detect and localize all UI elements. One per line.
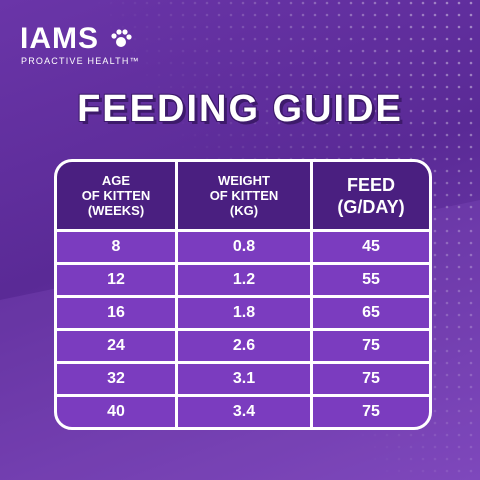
header-line: (KG) (229, 203, 259, 218)
header-line: (WEEKS) (87, 203, 145, 218)
header-line: FEED (346, 174, 395, 195)
table-cell: 3.4 (178, 397, 310, 427)
table-cell: 2.6 (178, 331, 310, 361)
table-cell: 12 (57, 265, 175, 295)
table-cell: 75 (313, 397, 429, 427)
tagline: PROACTIVE HEALTH™ (21, 56, 140, 66)
brand-logo: IAMS (20, 22, 99, 55)
header-line: (G/DAY) (337, 196, 405, 217)
column-header: AGE OF KITTEN (WEEKS) (57, 162, 175, 229)
table-cell: 55 (313, 265, 429, 295)
feeding-table: AGE OF KITTEN (WEEKS) WEIGHT OF KITTEN (KG) FE… (54, 159, 432, 430)
header-line: OF KITTEN (209, 188, 279, 203)
table-cell: 32 (57, 364, 175, 394)
table-cell: 75 (313, 331, 429, 361)
title: FEEDING GUIDE (77, 88, 403, 130)
header-line: AGE (101, 173, 131, 188)
table-cell: 3.1 (178, 364, 310, 394)
table-cell: 45 (313, 232, 429, 262)
paw-icon (111, 29, 132, 47)
header-line: WEIGHT (218, 173, 270, 188)
table-grid: AGE OF KITTEN (WEEKS) WEIGHT OF KITTEN (KG) FE… (57, 162, 429, 427)
table-cell: 24 (57, 331, 175, 361)
table-cell: 75 (313, 364, 429, 394)
table-cell: 1.2 (178, 265, 310, 295)
table-cell: 40 (57, 397, 175, 427)
table-cell: 65 (313, 298, 429, 328)
column-header: WEIGHT OF KITTEN (KG) (178, 162, 310, 229)
table-cell: 0.8 (178, 232, 310, 262)
table-cell: 16 (57, 298, 175, 328)
table-cell: 8 (57, 232, 175, 262)
column-header: FEED (G/DAY) (313, 162, 429, 229)
header-line: OF KITTEN (81, 188, 151, 203)
table-cell: 1.8 (178, 298, 310, 328)
